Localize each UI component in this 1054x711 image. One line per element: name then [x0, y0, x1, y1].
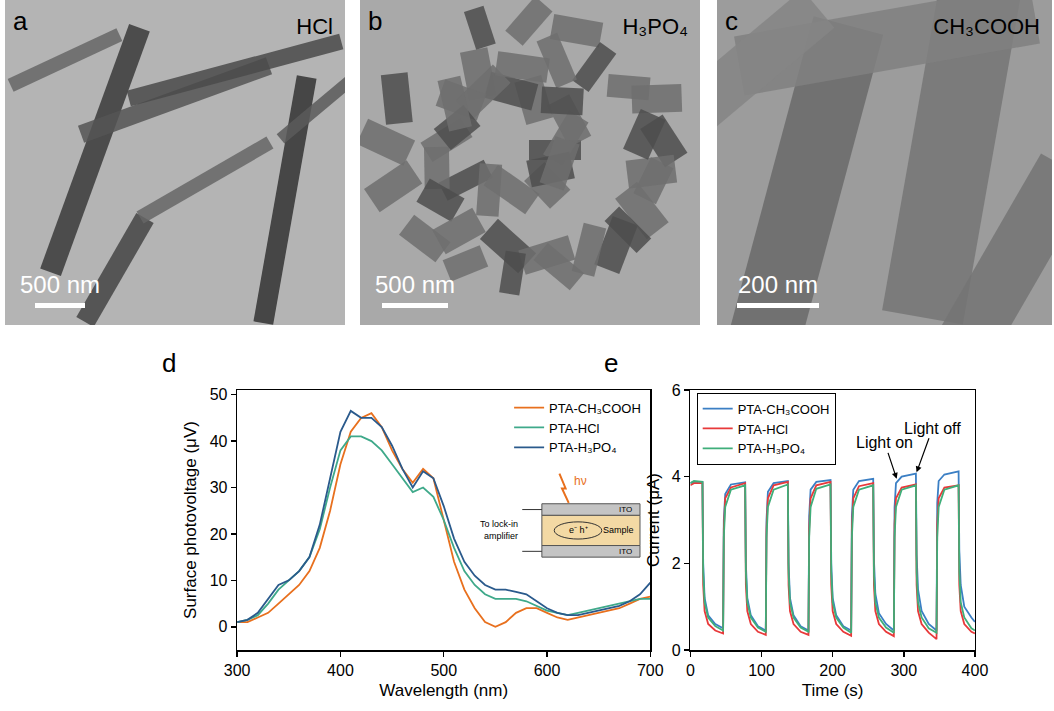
svg-text:4: 4: [672, 468, 681, 485]
svg-text:50: 50: [210, 386, 228, 403]
svg-text:100: 100: [748, 662, 775, 679]
svg-text:20: 20: [210, 526, 228, 543]
svg-text:hν: hν: [574, 474, 587, 488]
svg-text:300: 300: [224, 662, 251, 679]
svg-text:CH₃COOH: CH₃COOH: [933, 14, 1040, 39]
svg-text:c: c: [725, 6, 738, 36]
svg-text:To lock-inamplifier: To lock-inamplifier: [480, 519, 518, 541]
svg-text:a: a: [13, 6, 28, 36]
svg-text:Light on: Light on: [856, 434, 913, 451]
svg-text:Current (μA): Current (μA): [644, 473, 663, 567]
svg-text:Light off: Light off: [904, 420, 961, 437]
svg-text:PTA-CH₃COOH: PTA-CH₃COOH: [738, 402, 830, 417]
svg-text:Surface photovoltage (μV): Surface photovoltage (μV): [181, 421, 200, 619]
svg-text:200: 200: [819, 662, 846, 679]
svg-text:HCl: HCl: [296, 14, 333, 39]
svg-text:400: 400: [327, 662, 354, 679]
svg-text:300: 300: [890, 662, 917, 679]
svg-text:PTA-H₃PO₄: PTA-H₃PO₄: [549, 440, 616, 455]
svg-text:200 nm: 200 nm: [738, 271, 818, 298]
svg-text:ITO: ITO: [619, 505, 632, 514]
svg-text:500 nm: 500 nm: [20, 271, 100, 298]
svg-text:d: d: [162, 348, 176, 378]
svg-text:400: 400: [962, 662, 989, 679]
svg-text:PTA-HCl: PTA-HCl: [738, 422, 788, 437]
svg-text:Wavelength (nm): Wavelength (nm): [379, 681, 508, 700]
svg-text:500 nm: 500 nm: [375, 271, 455, 298]
svg-text:PTA-HCl: PTA-HCl: [549, 421, 599, 436]
svg-text:2: 2: [672, 555, 681, 572]
svg-text:600: 600: [534, 662, 561, 679]
svg-text:H₃PO₄: H₃PO₄: [622, 14, 688, 39]
svg-text:Time (s): Time (s): [802, 681, 864, 700]
svg-text:PTA-CH₃COOH: PTA-CH₃COOH: [549, 401, 641, 416]
svg-text:0: 0: [686, 662, 695, 679]
svg-text:e⁻ h⁺: e⁻ h⁺: [569, 525, 588, 535]
svg-text:40: 40: [210, 433, 228, 450]
svg-text:700: 700: [637, 662, 664, 679]
svg-text:Sample: Sample: [603, 525, 634, 535]
svg-text:0: 0: [219, 618, 228, 635]
svg-text:b: b: [368, 6, 382, 36]
svg-text:0: 0: [672, 642, 681, 659]
svg-text:e: e: [604, 348, 618, 378]
svg-text:6: 6: [672, 382, 681, 399]
svg-text:30: 30: [210, 479, 228, 496]
svg-text:10: 10: [210, 572, 228, 589]
svg-text:500: 500: [430, 662, 457, 679]
svg-text:ITO: ITO: [619, 547, 632, 556]
svg-text:PTA-H₃PO₄: PTA-H₃PO₄: [738, 441, 805, 456]
